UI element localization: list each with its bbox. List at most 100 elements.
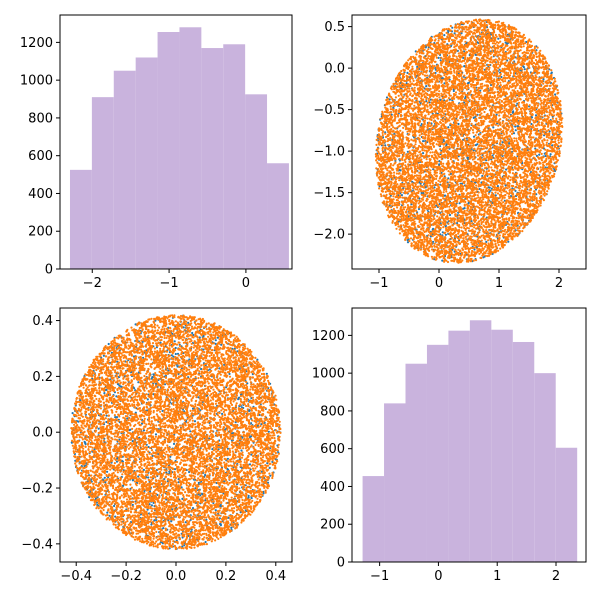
scatter-point (423, 100, 426, 103)
scatter-point (443, 72, 446, 75)
scatter-point (528, 49, 531, 52)
scatter-point (505, 217, 508, 220)
scatter-point (487, 186, 490, 189)
scatter-point (410, 138, 413, 141)
scatter-point (449, 141, 452, 144)
scatter-point (452, 89, 455, 93)
scatter-point (550, 69, 553, 72)
scatter-point (547, 128, 550, 132)
scatter-point (416, 68, 420, 71)
histogram-bar-1 (69, 169, 92, 269)
scatter-point (462, 50, 466, 53)
scatter-point (549, 153, 552, 156)
scatter-point (553, 172, 556, 176)
scatter-point (433, 78, 436, 81)
scatter-point (433, 186, 436, 189)
scatter-point (438, 163, 441, 166)
scatter-point (521, 164, 524, 167)
scatter-point (422, 196, 425, 199)
scatter-point (438, 90, 441, 93)
scatter-point (443, 55, 446, 58)
scatter-point (422, 60, 425, 63)
scatter-point (442, 162, 445, 165)
scatter-point (378, 172, 381, 175)
scatter-point (444, 205, 447, 209)
scatter-point (520, 114, 524, 117)
scatter-point (497, 243, 500, 247)
scatter-point (449, 183, 452, 186)
scatter-point (462, 237, 465, 240)
scatter-point (515, 139, 518, 142)
scatter-point (423, 240, 426, 243)
scatter-point (431, 182, 434, 185)
scatter-point (473, 169, 476, 172)
scatter-point (542, 78, 545, 81)
scatter-point (543, 188, 546, 191)
scatter-point (490, 118, 493, 121)
scatter-point (398, 232, 401, 235)
scatter-point (429, 235, 432, 238)
scatter-point (491, 51, 494, 54)
scatter-point (502, 87, 505, 91)
scatter-point (544, 154, 547, 158)
scatter-point (510, 206, 513, 209)
scatter-point (502, 116, 505, 119)
scatter-point (504, 184, 507, 187)
scatter-point (427, 240, 431, 243)
histogram-bar-4 (135, 57, 158, 269)
scatter-point (457, 248, 460, 251)
scatter-point (466, 156, 469, 159)
y-tick-label: 0 (45, 263, 53, 278)
scatter-point (396, 183, 399, 186)
scatter-point (422, 152, 425, 155)
scatter-point (439, 202, 442, 205)
histogram-bar-8 (223, 44, 246, 269)
scatter-point (533, 195, 536, 198)
histogram-bar-6 (179, 27, 202, 269)
scatter-point (497, 249, 500, 252)
scatter-point (442, 140, 445, 143)
scatter-point (407, 59, 410, 62)
scatter-point (484, 31, 487, 34)
scatter-point (411, 198, 414, 201)
scatter-point (481, 194, 484, 197)
scatter-point (513, 66, 517, 69)
scatter-point (485, 159, 488, 162)
scatter-point (511, 115, 515, 118)
scatter-point (543, 132, 546, 135)
scatter-point (469, 36, 472, 40)
scatter-point (477, 191, 480, 194)
scatter-point (427, 234, 430, 237)
scatter-point (434, 60, 437, 63)
scatter-point (464, 40, 467, 43)
scatter-point (517, 186, 520, 189)
scatter-point (476, 143, 479, 146)
scatter-point (518, 116, 521, 120)
scatter-point (425, 98, 428, 101)
scatter-point (406, 71, 409, 74)
scatter-point (548, 87, 551, 90)
scatter-point (518, 119, 522, 122)
scatter-point (509, 142, 512, 145)
scatter-point (456, 222, 459, 225)
scatter-point (490, 114, 493, 117)
scatter-point (472, 135, 476, 138)
scatter-point (512, 72, 516, 75)
scatter-point (467, 234, 470, 237)
scatter-point (423, 74, 426, 77)
scatter-point (402, 126, 405, 129)
x-tick-label: −2 (83, 276, 102, 291)
scatter-point (470, 122, 473, 125)
y-tick-label: 200 (28, 225, 53, 240)
scatter-point (418, 134, 421, 137)
scatter-point (542, 82, 545, 85)
scatter-point (519, 222, 522, 225)
scatter-point (551, 144, 554, 147)
scatter-point (403, 177, 406, 180)
scatter-point (495, 113, 498, 116)
x-tick-label: −1 (160, 276, 179, 291)
scatter-point (432, 227, 435, 230)
scatter-point (477, 154, 480, 157)
scatter-point (389, 139, 392, 142)
